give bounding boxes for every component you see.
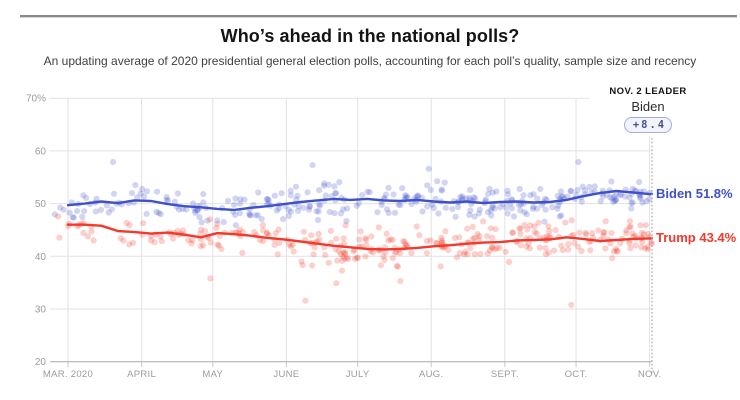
- page-title: Who’s ahead in the national polls?: [220, 26, 520, 46]
- svg-text:AUG.: AUG.: [419, 369, 443, 380]
- svg-text:70%: 70%: [26, 94, 46, 105]
- svg-text:JUNE: JUNE: [273, 369, 299, 380]
- svg-text:MAR. 2020: MAR. 2020: [43, 369, 93, 380]
- page-subtitle: An updating average of 2020 presidential…: [43, 54, 697, 68]
- svg-text:OCT.: OCT.: [565, 369, 588, 380]
- leader-heading: NOV. 2 LEADER: [609, 86, 687, 97]
- svg-text:APRIL: APRIL: [127, 369, 156, 380]
- leader-margin-badge: +8.4: [623, 117, 673, 133]
- top-divider-rule: [20, 15, 737, 18]
- svg-text:JULY: JULY: [346, 369, 370, 380]
- svg-text:30: 30: [35, 305, 47, 316]
- biden-end-label: Biden 51.8%: [656, 186, 733, 202]
- svg-text:MAY: MAY: [202, 369, 223, 380]
- leader-callout: NOV. 2 LEADER Biden +8.4: [589, 86, 707, 136]
- svg-text:60: 60: [35, 146, 47, 157]
- svg-text:20: 20: [35, 357, 47, 368]
- svg-text:40: 40: [35, 252, 47, 263]
- trump-end-label: Trump 43.4%: [656, 230, 737, 246]
- svg-text:50: 50: [35, 199, 47, 210]
- leader-name: Biden: [631, 99, 665, 114]
- svg-text:NOV.: NOV.: [638, 369, 662, 380]
- svg-text:SEPT.: SEPT.: [491, 369, 519, 380]
